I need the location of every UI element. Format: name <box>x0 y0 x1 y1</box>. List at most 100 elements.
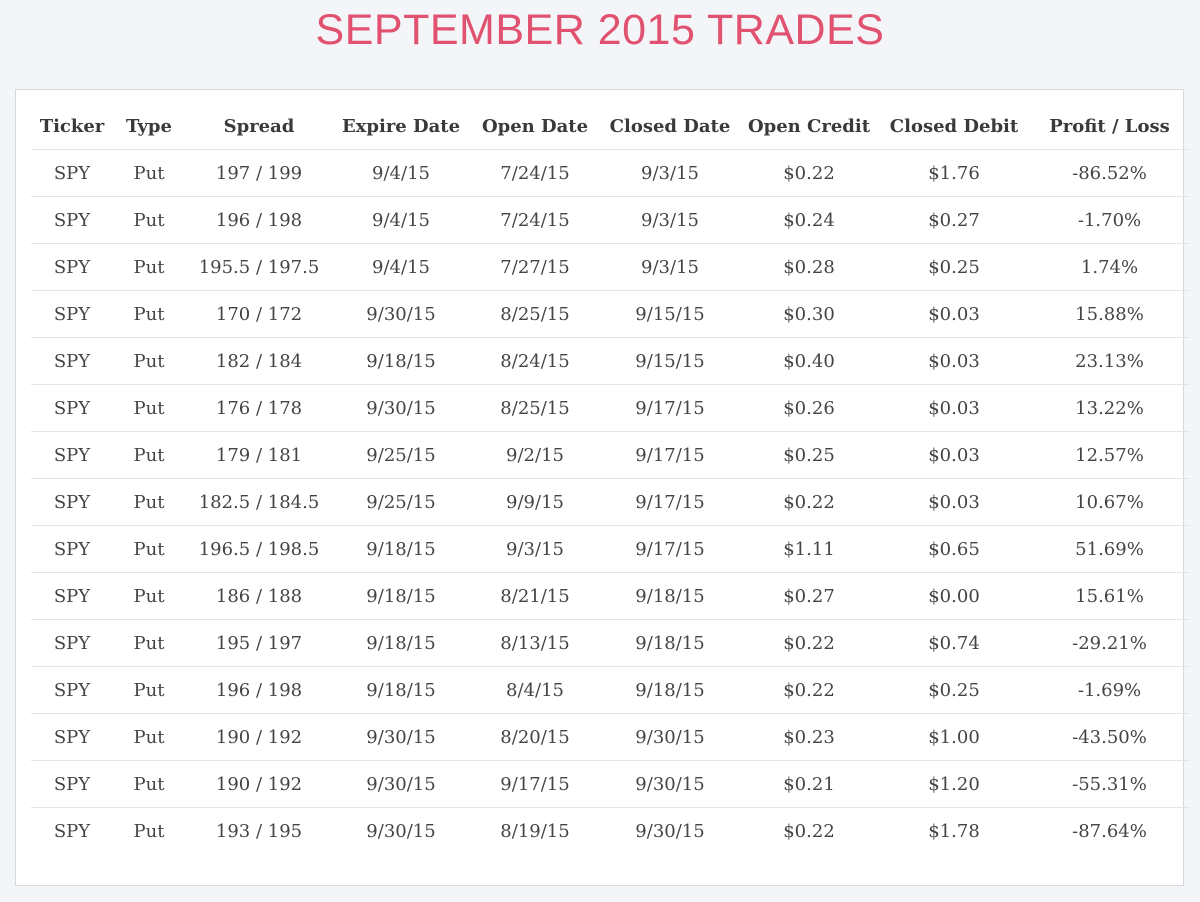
cell-closed-debit: $0.25 <box>879 666 1029 714</box>
column-header-type: Type <box>113 103 185 150</box>
cell-ticker: SPY <box>31 619 113 667</box>
cell-closed-debit: $1.78 <box>928 820 980 842</box>
cell-expire-date: 9/18/15 <box>333 619 469 667</box>
cell-spread: 196.5 / 198.5 <box>185 525 333 573</box>
cell-spread: 179 / 181 <box>185 431 333 479</box>
cell-closed-debit: $0.03 <box>879 431 1029 479</box>
cell-closed-debit: $0.03 <box>879 384 1029 432</box>
cell-open-date: 8/20/15 <box>469 713 601 761</box>
cell-open-credit: $0.22 <box>739 666 879 714</box>
cell-closed-debit: $0.27 <box>879 196 1029 244</box>
cell-open-credit: $0.22 <box>739 478 879 526</box>
cell-open-date: 8/13/15 <box>469 619 601 667</box>
cell-expire-date: 9/30/15 <box>333 713 469 761</box>
cell-open-date: 8/4/15 <box>469 666 601 714</box>
cell-open-date: 9/2/15 <box>469 431 601 479</box>
cell-profit-loss: 51.69% <box>1029 525 1190 573</box>
cell-expire-date: 9/18/15 <box>333 666 469 714</box>
table-row: SPY Put 195.5 / 197.5 9/4/15 7/27/15 9/3/15 $0… <box>31 243 1190 291</box>
cell-open-credit: $0.25 <box>739 431 879 479</box>
cell-closed-debit: $0.03 <box>879 290 1029 338</box>
cell-expire-date: 9/25/15 <box>333 431 469 479</box>
cell-profit-loss: -86.52% <box>1029 149 1190 197</box>
cell-ticker: SPY <box>31 290 113 338</box>
cell-profit-loss: -55.31% <box>1029 760 1190 808</box>
cell-expire-date: 9/18/15 <box>333 572 469 620</box>
cell-expire-date: 9/4/15 <box>333 243 469 291</box>
cell-profit-loss: 15.88% <box>1029 290 1190 338</box>
cell-type: Put <box>113 431 185 479</box>
table-row: SPY Put 190 / 192 9/30/15 9/17/15 9/30/15 $0.2… <box>31 760 1190 808</box>
cell-ticker: SPY <box>31 572 113 620</box>
cell-spread: 193 / 195 <box>215 820 303 842</box>
cell-expire-date: 9/18/15 <box>333 525 469 573</box>
cell-closed-date: 9/18/15 <box>601 619 739 667</box>
table-row: SPY Put 190 / 192 9/30/15 8/20/15 9/30/15 $0.2… <box>31 713 1190 761</box>
cell-profit-loss: -43.50% <box>1029 713 1190 761</box>
table-body: SPY Put 197 / 199 9/4/15 7/24/15 9/3/15 $0.22 $… <box>31 149 1190 855</box>
table-row: SPY Put 196 / 198 9/4/15 7/24/15 9/3/15 $0.24 $… <box>31 196 1190 244</box>
cell-closed-date: 9/15/15 <box>601 337 739 385</box>
cell-type: Put <box>113 572 185 620</box>
column-header-expire-date: Expire Date <box>333 103 469 150</box>
cell-ticker: SPY <box>31 243 113 291</box>
cell-closed-date: 9/30/15 <box>601 713 739 761</box>
cell-closed-date: 9/17/15 <box>601 525 739 573</box>
cell-open-credit: $0.40 <box>739 337 879 385</box>
cell-profit-loss: 10.67% <box>1029 478 1190 526</box>
header-row: Ticker Type Spread Expire Date Open Date Clos… <box>31 103 1190 150</box>
cell-open-date: 9/3/15 <box>469 525 601 573</box>
cell-ticker: SPY <box>31 760 113 808</box>
cell-open-credit: $0.22 <box>783 820 835 842</box>
cell-ticker: SPY <box>31 384 113 432</box>
cell-spread: 190 / 192 <box>185 760 333 808</box>
cell-open-credit: $0.30 <box>739 290 879 338</box>
column-header-closed-date: Closed Date <box>601 103 739 150</box>
table-row: SPY Put 196 / 198 9/18/15 8/4/15 9/18/15 $0.22… <box>31 666 1190 714</box>
cell-closed-date: 9/3/15 <box>601 196 739 244</box>
cell-open-date: 7/27/15 <box>469 243 601 291</box>
cell-ticker: SPY <box>31 196 113 244</box>
cell-closed-date: 9/30/15 <box>601 760 739 808</box>
cell-type: Put <box>113 149 185 197</box>
cell-open-credit: $0.24 <box>739 196 879 244</box>
cell-closed-debit: $0.25 <box>879 243 1029 291</box>
cell-closed-debit: $1.20 <box>879 760 1029 808</box>
cell-open-date: 7/24/15 <box>469 149 601 197</box>
cell-expire-date: 9/30/15 <box>333 760 469 808</box>
cell-open-credit: $0.27 <box>739 572 879 620</box>
cell-spread: 176 / 178 <box>185 384 333 432</box>
cell-profit-loss: 23.13% <box>1029 337 1190 385</box>
cell-spread: 195.5 / 197.5 <box>185 243 333 291</box>
cell-open-date: 8/25/15 <box>469 290 601 338</box>
cell-profit-loss: 12.57% <box>1029 431 1190 479</box>
cell-type: Put <box>113 337 185 385</box>
cell-ticker: SPY <box>31 525 113 573</box>
cell-expire-date: 9/4/15 <box>333 149 469 197</box>
table-header: Ticker Type Spread Expire Date Open Date Clos… <box>31 103 1190 150</box>
cell-profit-loss: -1.69% <box>1029 666 1190 714</box>
cell-open-credit: $0.22 <box>739 619 879 667</box>
cell-open-date: 9/9/15 <box>469 478 601 526</box>
cell-expire-date: 9/4/15 <box>333 196 469 244</box>
cell-open-date: 7/24/15 <box>469 196 601 244</box>
cell-profit-loss: 1.74% <box>1029 243 1190 291</box>
cell-spread: 196 / 198 <box>185 666 333 714</box>
column-header-open-credit: Open Credit <box>739 103 879 150</box>
cell-open-date: 8/24/15 <box>469 337 601 385</box>
cell-open-credit: $0.23 <box>739 713 879 761</box>
table-row: SPY Put 182 / 184 9/18/15 8/24/15 9/15/15 $0.4… <box>31 337 1190 385</box>
cell-closed-date: 9/17/15 <box>601 384 739 432</box>
cell-type: Put <box>133 820 165 842</box>
cell-ticker: SPY <box>31 666 113 714</box>
cell-expire-date: 9/30/15 <box>366 820 436 842</box>
cell-open-date: 8/21/15 <box>469 572 601 620</box>
cell-closed-date: 9/18/15 <box>601 572 739 620</box>
cell-type: Put <box>113 619 185 667</box>
column-header-profit-loss: Profit / Loss <box>1029 103 1190 150</box>
cell-ticker: SPY <box>31 713 113 761</box>
cell-type: Put <box>113 666 185 714</box>
table-row: SPY Put 186 / 188 9/18/15 8/21/15 9/18/15 $0.2… <box>31 572 1190 620</box>
cell-closed-date: 9/3/15 <box>601 243 739 291</box>
table-row: SPY Put 197 / 199 9/4/15 7/24/15 9/3/15 $0.22 $… <box>31 149 1190 197</box>
